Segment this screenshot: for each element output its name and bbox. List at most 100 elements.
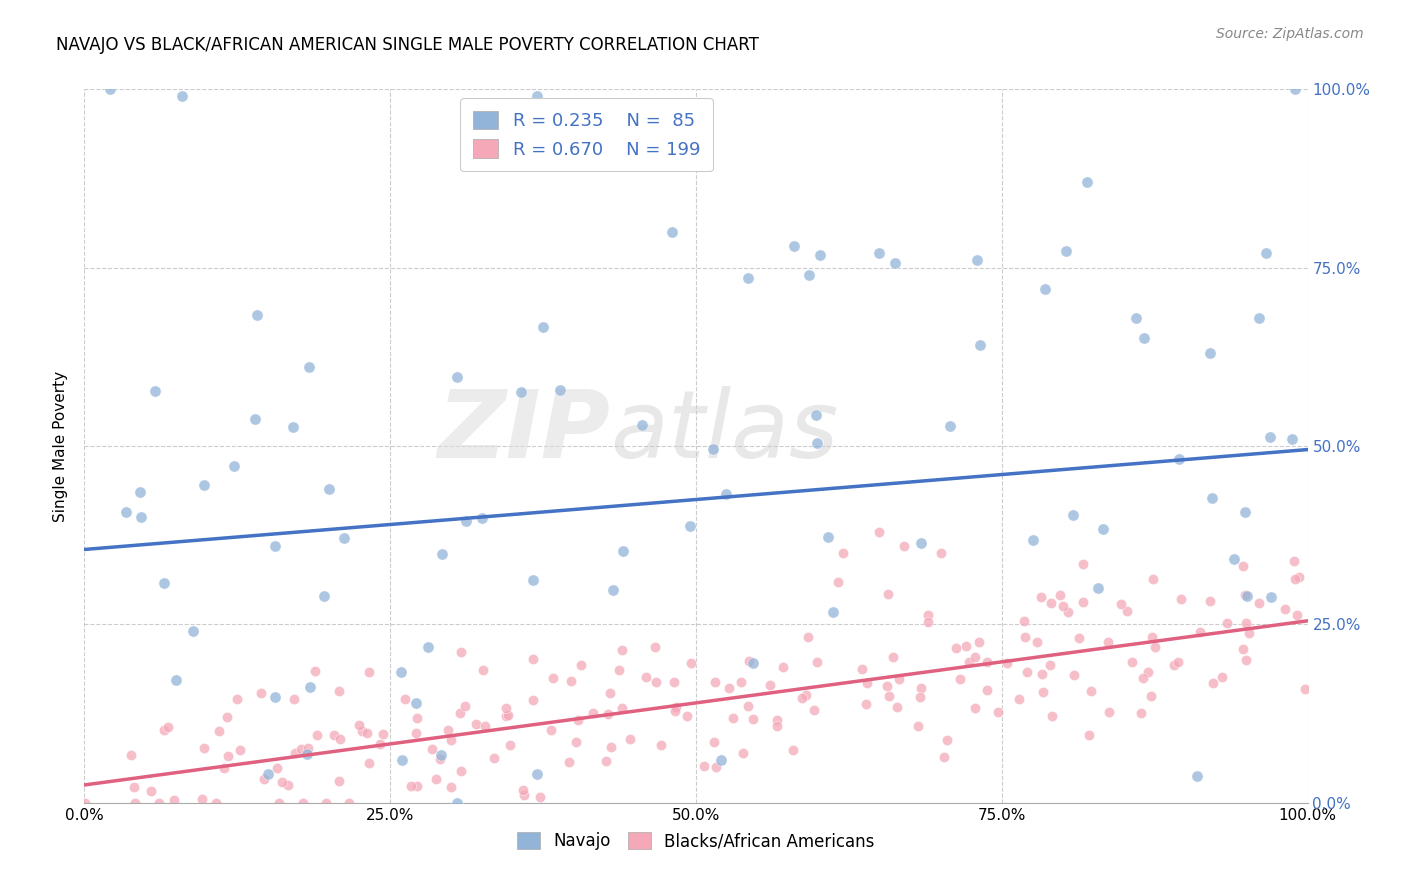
Point bbox=[122, 780, 145, 794]
Point bbox=[821, 605, 844, 619]
Point bbox=[1234, 505, 1257, 519]
Point bbox=[1109, 597, 1132, 611]
Point bbox=[212, 760, 235, 774]
Point bbox=[526, 89, 548, 103]
Point bbox=[1012, 614, 1035, 628]
Point bbox=[322, 727, 344, 741]
Point bbox=[548, 383, 571, 397]
Point bbox=[406, 780, 429, 794]
Point bbox=[934, 750, 956, 764]
Point bbox=[602, 583, 624, 598]
Point bbox=[115, 505, 138, 519]
Point bbox=[987, 706, 1010, 720]
Point bbox=[1232, 558, 1254, 573]
Point bbox=[766, 719, 789, 733]
Point bbox=[1078, 728, 1101, 742]
Point bbox=[1294, 682, 1316, 697]
Point bbox=[1031, 666, 1053, 681]
Point bbox=[193, 741, 215, 756]
Point bbox=[454, 699, 477, 714]
Point bbox=[295, 747, 318, 761]
Point bbox=[831, 546, 853, 560]
Point bbox=[1071, 595, 1094, 609]
Point bbox=[495, 701, 517, 715]
Point bbox=[356, 726, 378, 740]
Point bbox=[522, 652, 544, 666]
Point bbox=[228, 743, 250, 757]
Point bbox=[307, 728, 329, 742]
Point bbox=[877, 690, 900, 704]
Point bbox=[910, 536, 932, 550]
Point bbox=[1234, 615, 1257, 630]
Point bbox=[304, 664, 326, 678]
Point bbox=[963, 701, 986, 715]
Point bbox=[1222, 552, 1244, 566]
Point bbox=[1026, 634, 1049, 648]
Point bbox=[283, 692, 305, 706]
Point bbox=[869, 524, 891, 539]
Point bbox=[1201, 491, 1223, 505]
Point bbox=[440, 780, 463, 795]
Point bbox=[277, 778, 299, 792]
Point bbox=[1167, 655, 1189, 669]
Point bbox=[893, 539, 915, 553]
Point bbox=[856, 676, 879, 690]
Point bbox=[357, 665, 380, 680]
Point bbox=[359, 756, 381, 771]
Point bbox=[910, 690, 932, 704]
Point bbox=[665, 700, 688, 714]
Point bbox=[709, 753, 731, 767]
Point bbox=[429, 751, 451, 765]
Point bbox=[153, 723, 176, 737]
Point bbox=[610, 642, 633, 657]
Point bbox=[558, 756, 581, 770]
Point bbox=[782, 743, 804, 757]
Point bbox=[737, 271, 759, 285]
Point bbox=[1098, 706, 1121, 720]
Point bbox=[955, 639, 977, 653]
Point bbox=[349, 717, 371, 731]
Point bbox=[472, 663, 495, 677]
Point bbox=[406, 711, 429, 725]
Point bbox=[869, 246, 891, 260]
Point bbox=[368, 737, 391, 751]
Point bbox=[333, 531, 356, 545]
Point bbox=[939, 418, 962, 433]
Point bbox=[253, 772, 276, 786]
Point bbox=[1140, 630, 1163, 644]
Point bbox=[1163, 657, 1185, 672]
Point bbox=[1033, 282, 1056, 296]
Point bbox=[1249, 596, 1271, 610]
Point bbox=[337, 796, 360, 810]
Point bbox=[1286, 608, 1309, 623]
Point bbox=[496, 708, 519, 723]
Point bbox=[742, 657, 765, 671]
Point bbox=[1063, 667, 1085, 681]
Point bbox=[249, 686, 271, 700]
Point bbox=[165, 673, 187, 688]
Point bbox=[600, 740, 623, 755]
Point bbox=[737, 699, 759, 714]
Point bbox=[803, 703, 825, 717]
Point bbox=[512, 783, 534, 797]
Point bbox=[976, 683, 998, 698]
Point bbox=[929, 546, 952, 560]
Point bbox=[513, 789, 536, 803]
Point bbox=[1274, 601, 1296, 615]
Point bbox=[329, 732, 352, 747]
Point bbox=[120, 748, 142, 763]
Point bbox=[969, 338, 991, 352]
Point bbox=[855, 697, 877, 711]
Point bbox=[450, 764, 472, 779]
Point bbox=[373, 727, 395, 741]
Point bbox=[1233, 588, 1256, 602]
Point bbox=[124, 796, 146, 810]
Point bbox=[636, 670, 658, 684]
Point bbox=[808, 247, 831, 261]
Point bbox=[1288, 570, 1310, 584]
Point bbox=[1254, 246, 1277, 260]
Point bbox=[440, 732, 463, 747]
Point bbox=[1071, 557, 1094, 571]
Point bbox=[783, 239, 806, 253]
Point bbox=[1056, 606, 1078, 620]
